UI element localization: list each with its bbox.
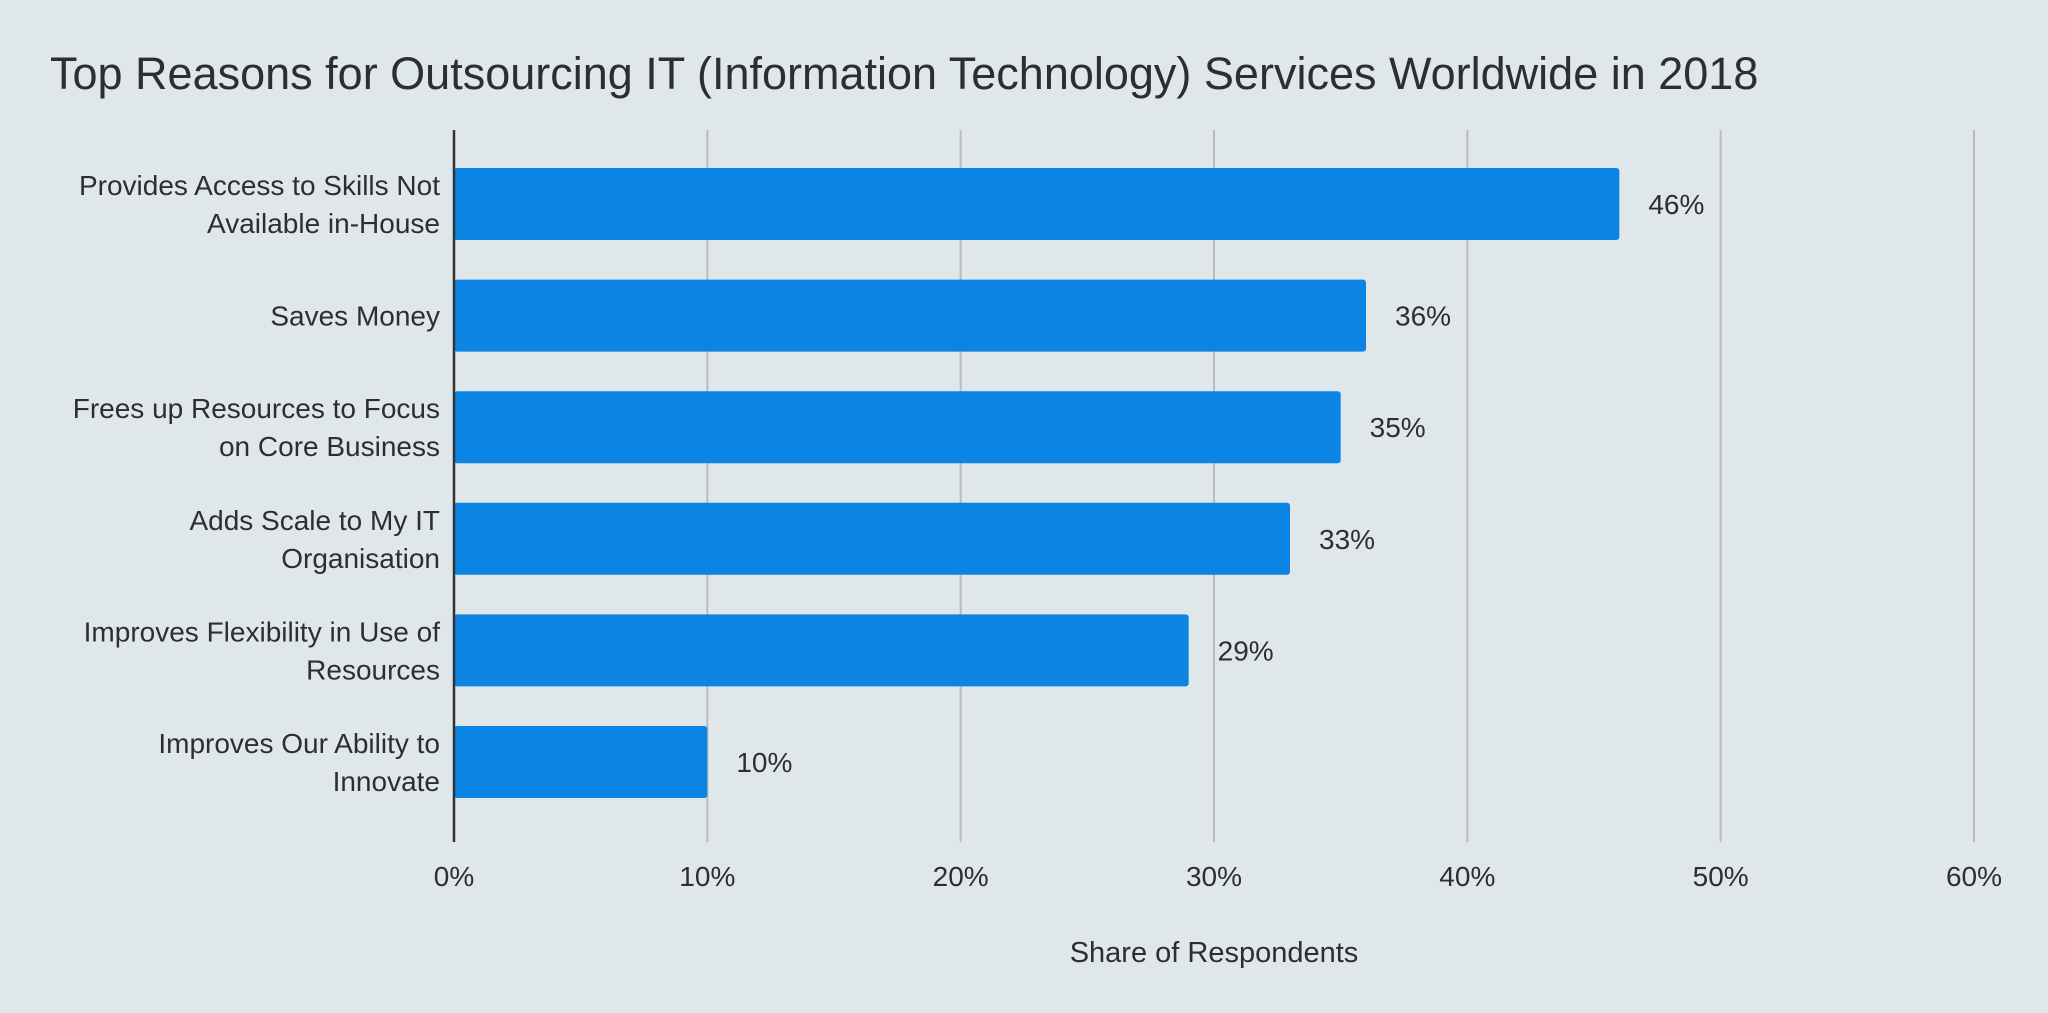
data-label: 35% (1370, 412, 1426, 443)
bar (454, 279, 1366, 352)
bar (454, 391, 1341, 464)
bars (454, 168, 1620, 798)
category-label: Adds Scale to My IT (189, 505, 440, 536)
x-tick-label: 0% (434, 861, 474, 892)
category-label: Improves Flexibility in Use of (84, 616, 441, 647)
category-label: Saves Money (270, 301, 440, 332)
data-label: 46% (1648, 189, 1704, 220)
x-tick-label: 40% (1439, 861, 1495, 892)
bar (454, 614, 1189, 687)
x-tick-label: 10% (679, 861, 735, 892)
x-tick-label: 30% (1186, 861, 1242, 892)
category-label: Provides Access to Skills Not (79, 170, 440, 201)
category-label: Organisation (281, 543, 440, 574)
x-tick-labels: 0% 10% 20% 30% 40% 50% 60% (434, 861, 2002, 892)
category-labels: Provides Access to Skills Not Available i… (73, 170, 440, 797)
category-label: on Core Business (219, 431, 440, 462)
chart-title: Top Reasons for Outsourcing IT (Informat… (50, 48, 1759, 99)
category-label: Innovate (333, 766, 440, 797)
category-label: Resources (306, 654, 440, 685)
category-label: Frees up Resources to Focus (73, 393, 440, 424)
category-label: Available in-House (207, 208, 440, 239)
x-tick-label: 20% (933, 861, 989, 892)
x-tick-label: 50% (1693, 861, 1749, 892)
data-label: 29% (1218, 635, 1274, 666)
data-label: 36% (1395, 301, 1451, 332)
data-label: 10% (736, 747, 792, 778)
x-tick-label: 60% (1946, 861, 2002, 892)
bar (454, 168, 1620, 240)
data-label: 33% (1319, 524, 1375, 555)
bar (454, 726, 708, 798)
data-labels: 46% 36% 35% 33% 29% 10% (736, 189, 1704, 778)
x-axis-title: Share of Respondents (1070, 937, 1359, 969)
grid-lines (706, 130, 1975, 842)
category-label: Improves Our Ability to (158, 728, 440, 759)
bar (454, 502, 1290, 575)
